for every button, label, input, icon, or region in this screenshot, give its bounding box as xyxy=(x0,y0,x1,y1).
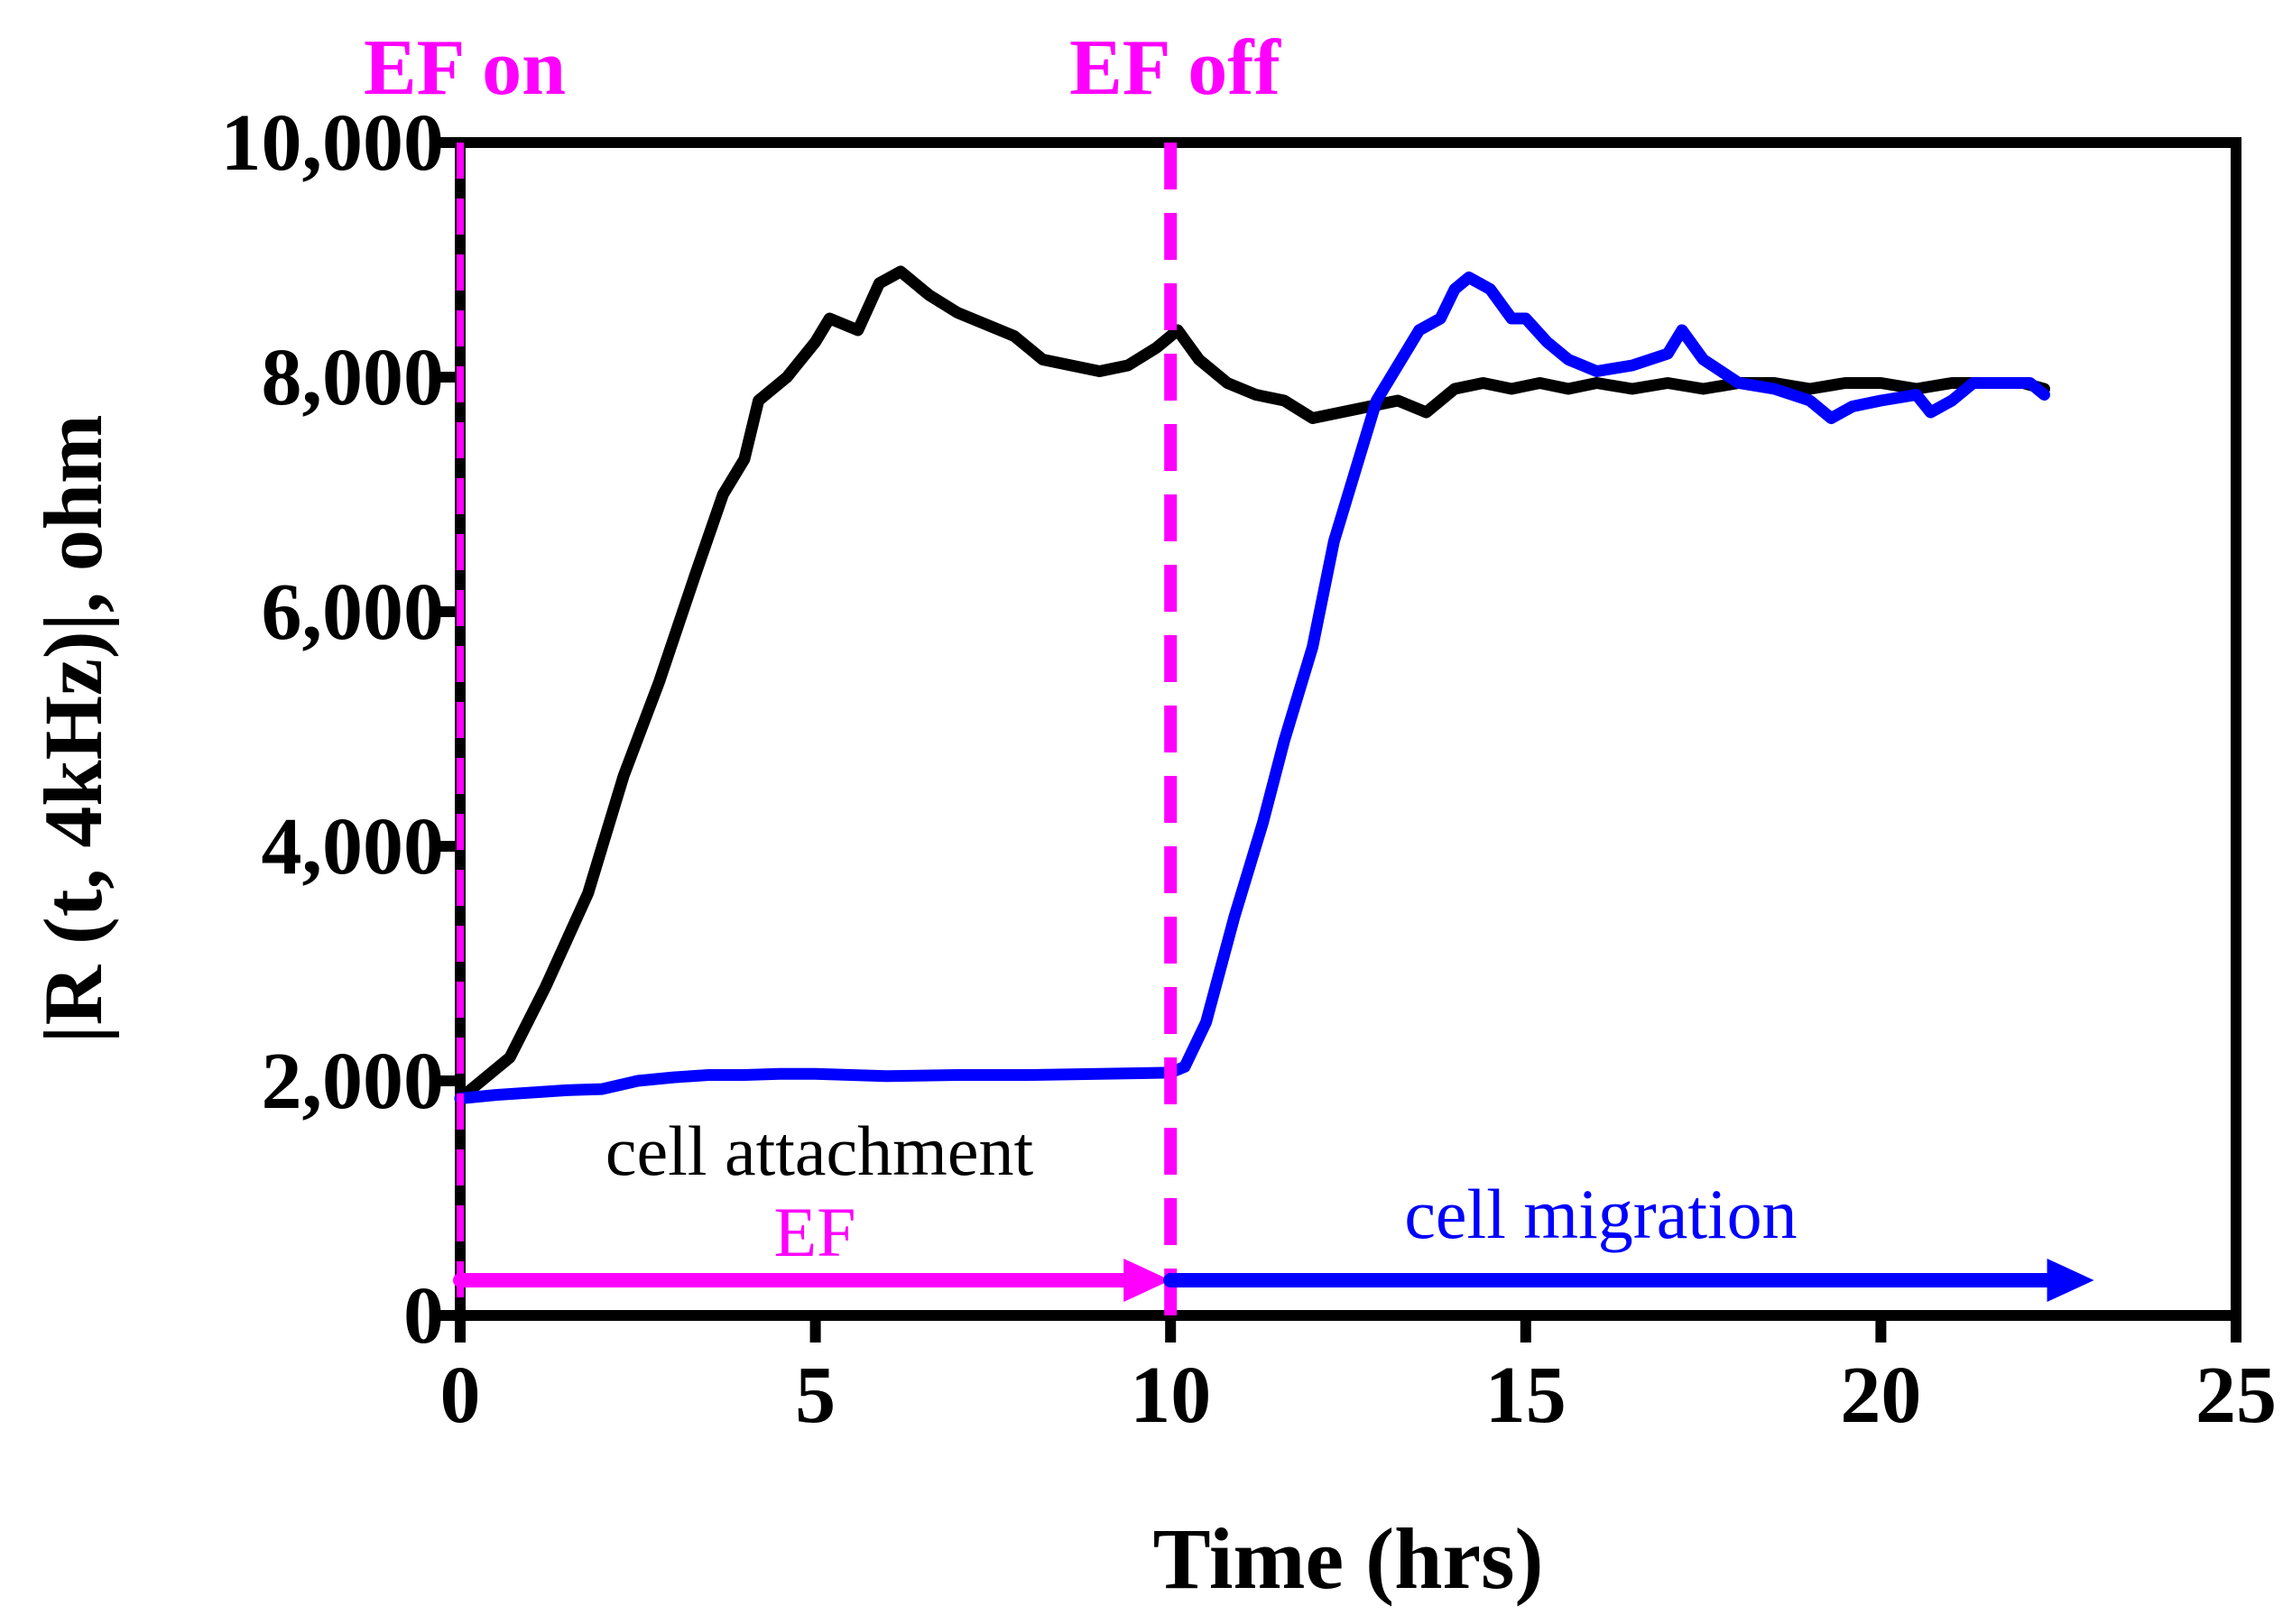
y-axis-ticks: 0 2,000 4,000 6,000 8,000 10,000 xyxy=(221,98,460,1361)
x-tick-label: 15 xyxy=(1485,1351,1567,1440)
x-tick-label: 5 xyxy=(795,1351,836,1440)
x-tick-label: 0 xyxy=(440,1351,481,1440)
x-axis-ticks: 0 5 10 15 20 25 xyxy=(440,1315,2277,1440)
y-tick-label: 0 xyxy=(403,1271,444,1361)
y-tick-label: 10,000 xyxy=(221,98,445,188)
y-tick-label: 8,000 xyxy=(262,333,445,422)
y-tick-label: 6,000 xyxy=(262,567,445,657)
x-tick-label: 10 xyxy=(1130,1351,1211,1440)
migration-arrow-head xyxy=(2047,1259,2094,1302)
y-tick-label: 2,000 xyxy=(262,1037,445,1126)
ef-on-label: EF on xyxy=(364,24,566,112)
y-axis-label: |R (t, 4kHz)|, ohm xyxy=(27,414,119,1043)
x-axis-label: Time (hrs) xyxy=(1153,1510,1544,1607)
series-layer xyxy=(454,265,2050,1104)
x-tick-label: 20 xyxy=(1840,1351,1921,1440)
cell-migration-label: cell migration xyxy=(1404,1175,1797,1253)
ef-off-label: EF off xyxy=(1069,24,1281,112)
arrow-layer xyxy=(453,1259,2094,1302)
cell-attachment-label: cell attachment xyxy=(605,1112,1034,1190)
series-cell-migration-line xyxy=(454,272,2050,1104)
y-tick-label: 4,000 xyxy=(262,802,445,891)
x-tick-label: 25 xyxy=(2195,1351,2277,1440)
ef-arrow-head xyxy=(1123,1259,1171,1302)
ef-label: EF xyxy=(773,1193,855,1271)
marker-layer xyxy=(457,143,1178,1315)
